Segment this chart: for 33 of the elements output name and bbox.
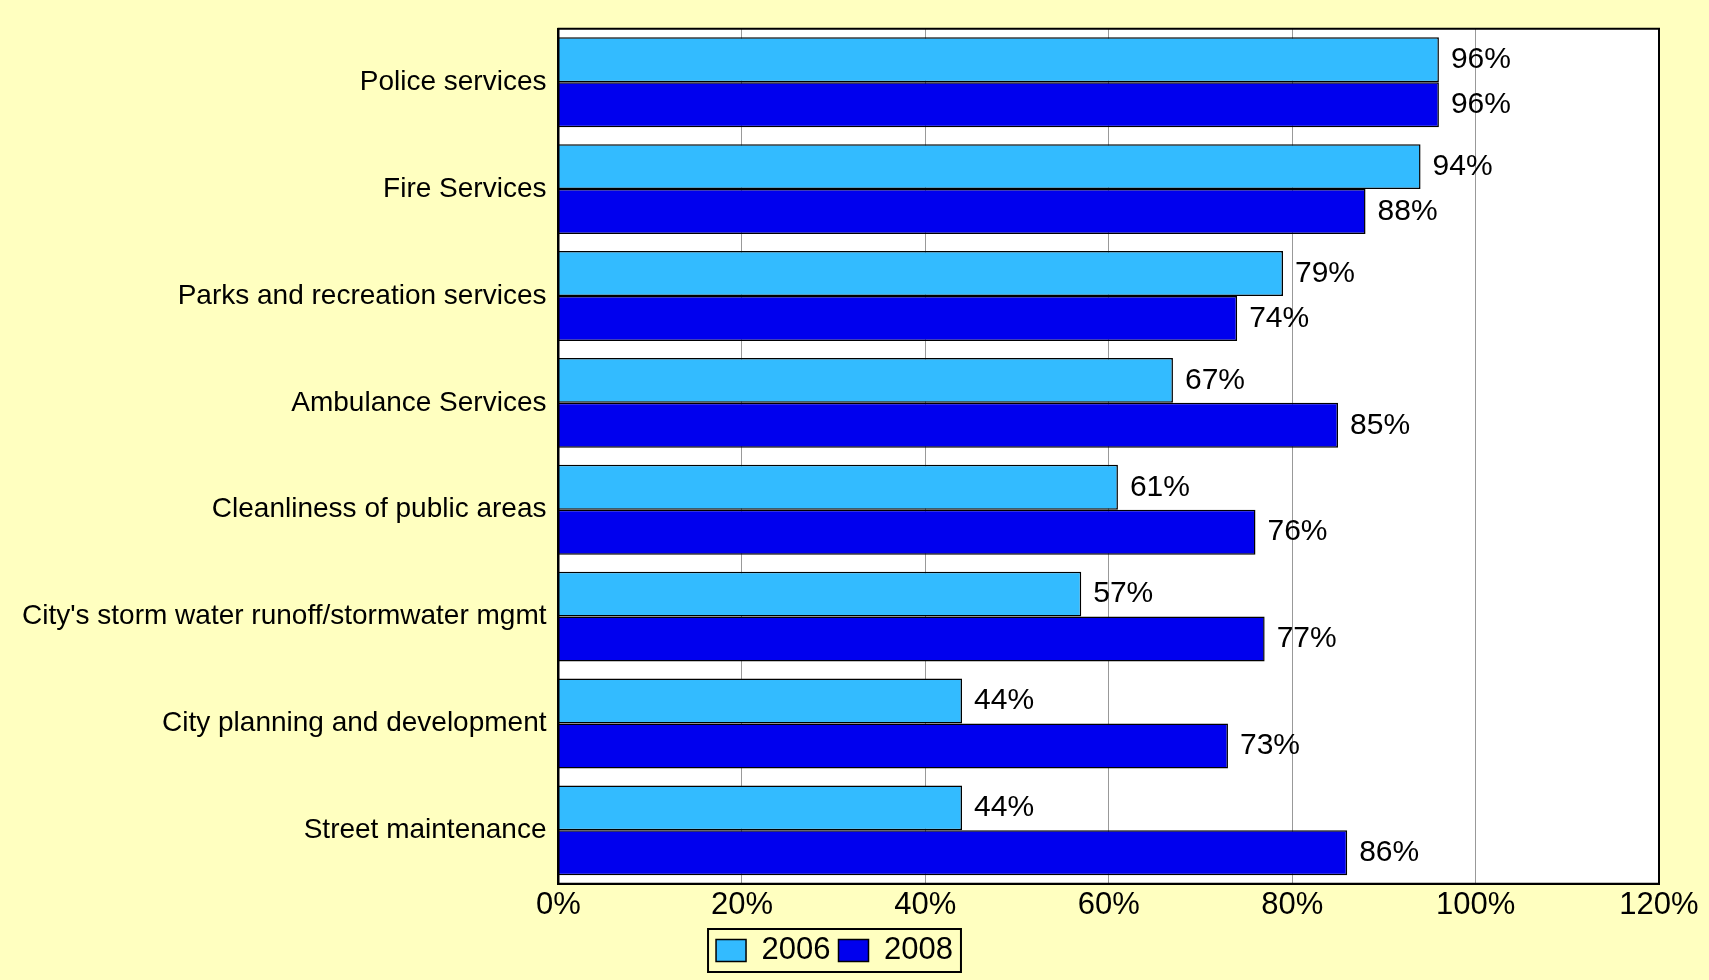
- legend-label: 2008: [884, 931, 953, 967]
- data-label: 44%: [974, 682, 1035, 716]
- data-label: 77%: [1276, 620, 1337, 654]
- x-tick-label: 80%: [1261, 885, 1324, 921]
- x-tick-label: 20%: [710, 885, 773, 921]
- data-label: 74%: [1249, 299, 1310, 333]
- y-tick-label: City's storm water runoff/stormwater mgmt: [21, 599, 547, 631]
- y-tick-label: Street maintenance: [303, 813, 547, 845]
- y-tick-label: Cleanliness of public areas: [211, 492, 547, 524]
- data-label: 57%: [1093, 575, 1154, 609]
- data-label: 44%: [974, 789, 1035, 823]
- x-tick-label: 100%: [1435, 885, 1516, 921]
- data-label: 61%: [1129, 468, 1190, 502]
- x-tick-label: 0%: [536, 885, 581, 921]
- data-label: 86%: [1359, 834, 1420, 868]
- data-label: 94%: [1432, 147, 1493, 181]
- y-tick-label: Ambulance Services: [291, 385, 547, 417]
- y-tick-label: Fire Services: [383, 171, 547, 203]
- data-label: 76%: [1267, 513, 1328, 547]
- data-label: 96%: [1450, 41, 1511, 75]
- y-tick-label: City planning and development: [162, 706, 547, 738]
- x-tick-label: 40%: [894, 885, 957, 921]
- data-label: 79%: [1294, 254, 1356, 288]
- x-tick-label: 120%: [1619, 885, 1699, 921]
- x-tick-label: 60%: [1077, 885, 1140, 921]
- data-label: 85%: [1350, 406, 1411, 440]
- data-label: 88%: [1377, 192, 1438, 226]
- data-label: 96%: [1450, 85, 1511, 119]
- data-label: 73%: [1239, 727, 1301, 761]
- y-tick-label: Police services: [359, 64, 547, 96]
- legend-label: 2006: [761, 931, 831, 967]
- y-tick-label: Parks and recreation services: [177, 278, 547, 310]
- data-label: 67%: [1184, 361, 1245, 395]
